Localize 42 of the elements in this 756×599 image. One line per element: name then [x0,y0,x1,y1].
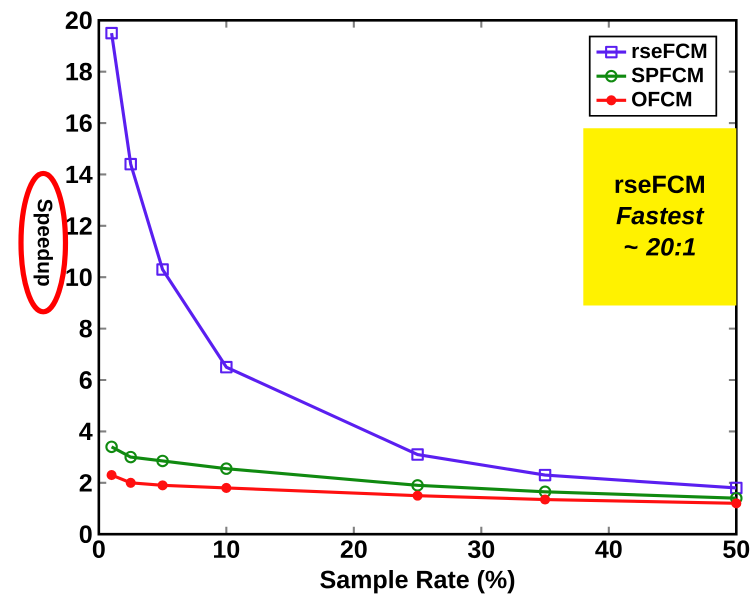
y-tick-label: 0 [80,525,92,543]
y-tick-label: 8 [80,320,92,338]
y-tick-label: 18 [66,62,92,80]
y-axis-title: Speedup [34,199,53,286]
x-tick-label: 50 [723,540,750,558]
legend-label: rseFCM [632,43,706,58]
point [105,26,118,40]
x-tick-label: 10 [214,540,240,558]
point [156,263,169,276]
point [540,494,550,504]
y-tick-label: 14 [66,166,93,183]
x-tick-label: 40 [595,540,622,558]
point [538,468,552,482]
point [538,485,552,498]
point [126,478,136,488]
point [106,470,117,480]
point [156,454,169,468]
point [124,450,137,464]
point [730,482,743,494]
legend-label: SPFCM [632,68,703,82]
y-tick-label: 6 [80,371,92,389]
point [220,360,233,374]
legend-label: OFCM [632,92,692,106]
y-tick-label: 10 [66,268,92,286]
y-tick-label: 20 [66,11,92,30]
x-tick-label: 0 [92,540,105,558]
point [221,482,232,493]
x-tick-label: 30 [468,540,494,558]
point [411,448,424,461]
x-tick-label: 20 [340,540,367,558]
y-tick-label: 4 [79,422,93,440]
point [158,480,168,490]
point [105,440,118,454]
y-tick-label: 2 [80,474,92,492]
point [731,498,742,508]
point [411,479,424,492]
point [124,158,137,170]
point [412,490,423,501]
annotation: rseFCM Fastest ~ 20:1 [616,175,704,256]
point [220,462,233,475]
x-axis-title: Sample Rate (%) [320,570,514,594]
y-tick-label: 16 [66,114,92,132]
